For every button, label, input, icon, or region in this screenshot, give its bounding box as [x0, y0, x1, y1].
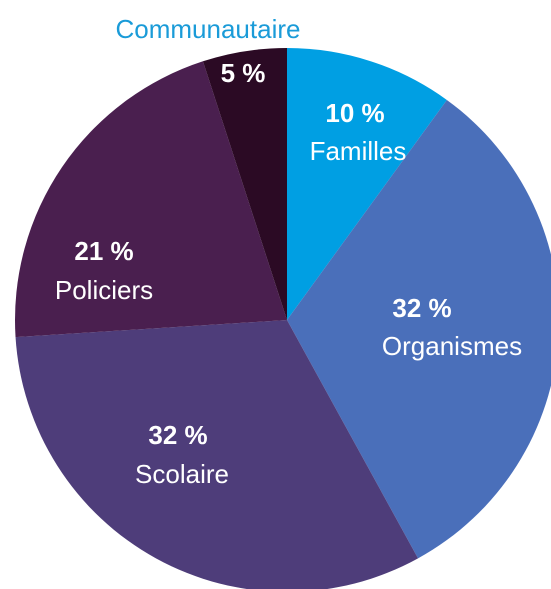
slice-value-label-scolaire: 32 % — [148, 420, 207, 450]
pie-slice-familles — [287, 48, 447, 320]
pie-slice-scolaire — [15, 320, 419, 589]
pie-slices — [15, 47, 551, 589]
slice-category-label-communautaire: Communautaire — [116, 14, 301, 44]
pie-slice-organismes — [287, 99, 551, 559]
slice-category-label-organismes: Organismes — [382, 331, 522, 361]
slice-value-label-policiers: 21 % — [74, 236, 133, 266]
slice-category-label-scolaire: Scolaire — [135, 459, 229, 489]
slice-category-label-policiers: Policiers — [55, 275, 153, 305]
slice-value-label-communautaire: 5 % — [221, 58, 266, 88]
slice-value-label-organismes: 32 % — [392, 293, 451, 323]
pie-slice-communautaire — [202, 47, 287, 320]
slice-value-label-familles: 10 % — [325, 98, 384, 128]
slice-category-label-familles: Familles — [310, 136, 407, 166]
pie-slice-policiers — [15, 61, 287, 338]
pie-labels: 10 % Familles 32 % Organismes 32 % Scolaire 21… — [55, 14, 522, 489]
